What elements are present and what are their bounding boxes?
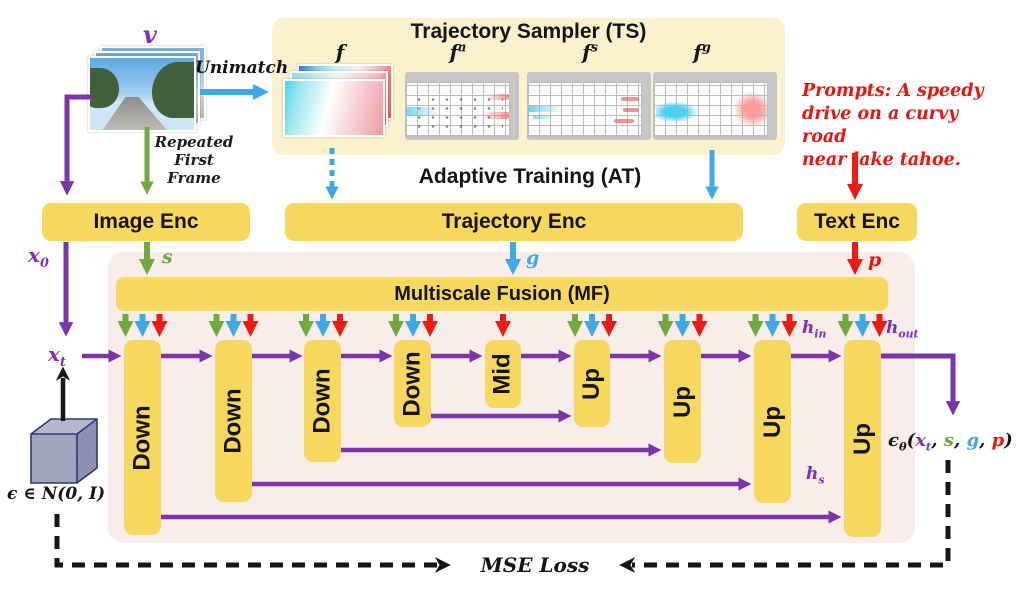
noise-distribution-label: ϵ ∈ N(0, I) — [6, 484, 106, 504]
trajectory-sampler-title: Trajectory Sampler (TS) — [410, 20, 647, 43]
flow-grid-fs — [527, 72, 651, 140]
unimatch-label: Unimatch — [195, 58, 289, 78]
multiscale-fusion-label: Multiscale Fusion (MF) — [394, 282, 610, 305]
unet-block-up-4: Up — [844, 340, 881, 537]
flow-label-fs: fs — [582, 40, 598, 64]
flow-frame-front — [283, 79, 385, 137]
model-output-label: ϵθ(xt, s, g, p) — [888, 430, 1013, 454]
rff-line1: Repeated — [154, 133, 234, 151]
fs-streak-red3 — [613, 119, 635, 124]
flow-label-f: f — [335, 40, 345, 64]
p-label: p — [868, 249, 882, 271]
g-label: g — [526, 247, 540, 269]
fg-blob-cyan — [656, 102, 697, 123]
h-in-label: hin — [802, 318, 827, 341]
multiscale-fusion-bar: Multiscale Fusion (MF) — [116, 277, 888, 311]
unet-block-down-1: Down — [124, 340, 161, 535]
noise-cube — [30, 418, 98, 484]
cube-noise-texture — [31, 419, 97, 483]
video-label: v — [143, 20, 157, 49]
mse-loss-label: MSE Loss — [480, 553, 590, 577]
prompt-line1: Prompts: A speedy — [802, 81, 984, 101]
xt-label: xt — [48, 342, 66, 370]
trajectory-encoder-label: Trajectory Enc — [441, 210, 587, 233]
unet-block-up-1: Up — [574, 340, 610, 427]
fa-grid-face — [405, 82, 510, 137]
fs-streak-red1 — [620, 96, 639, 101]
unet-block-down-3: Down — [304, 340, 341, 462]
fa-streak-red2 — [482, 112, 509, 120]
cube-edges — [30, 418, 98, 484]
image-encoder-label: Image Enc — [93, 210, 199, 233]
fs-streak-cyan2 — [532, 114, 558, 119]
video-frame-front — [88, 56, 196, 132]
unet-block-down-4: Down — [394, 340, 431, 427]
flow-stack — [283, 64, 395, 146]
x0-label: x0 — [28, 243, 49, 271]
text-encoder-label: Text Enc — [814, 210, 900, 233]
h-out-label: hout — [886, 318, 919, 341]
unet-block-mid: Mid — [485, 340, 521, 408]
fs-streak-cyan1 — [528, 106, 562, 113]
s-label: s — [162, 246, 173, 268]
image-encoder-box: Image Enc — [42, 203, 250, 241]
repeated-first-frame-label: Repeated First Frame — [150, 133, 238, 187]
flow-grid-fa — [405, 72, 519, 140]
rff-line3: Frame — [167, 169, 221, 187]
trajectory-encoder-box: Trajectory Enc — [285, 203, 743, 241]
unet-block-up-2: Up — [664, 340, 701, 463]
prompt-text: Prompts: A speedy drive on a curvy road … — [802, 80, 1007, 172]
unet-block-up-3: Up — [754, 340, 791, 503]
prompt-line3: near lake tahoe. — [802, 150, 961, 170]
trees-right — [152, 62, 194, 119]
prompt-line2: drive on a curvy road — [802, 104, 959, 147]
h-s-label: hs — [806, 464, 825, 487]
fs-streak-red2 — [622, 108, 639, 113]
rff-line2: First — [174, 151, 214, 169]
fs-grid-face — [527, 82, 642, 137]
flow-label-fg: fg — [693, 40, 711, 64]
fg-grid-face — [653, 82, 768, 137]
adaptive-training-title: Adaptive Training (AT) — [418, 165, 642, 188]
video-thumbnail-stack — [88, 46, 208, 132]
trees-left — [90, 68, 120, 108]
flow-grid-fg — [653, 72, 777, 140]
unet-block-down-2: Down — [215, 340, 252, 502]
fg-blob-red — [735, 92, 767, 127]
flow-label-fa: fa — [449, 40, 467, 64]
text-encoder-box: Text Enc — [797, 203, 917, 241]
fa-streak-cyan — [406, 107, 439, 117]
fa-streak-red1 — [486, 93, 509, 100]
